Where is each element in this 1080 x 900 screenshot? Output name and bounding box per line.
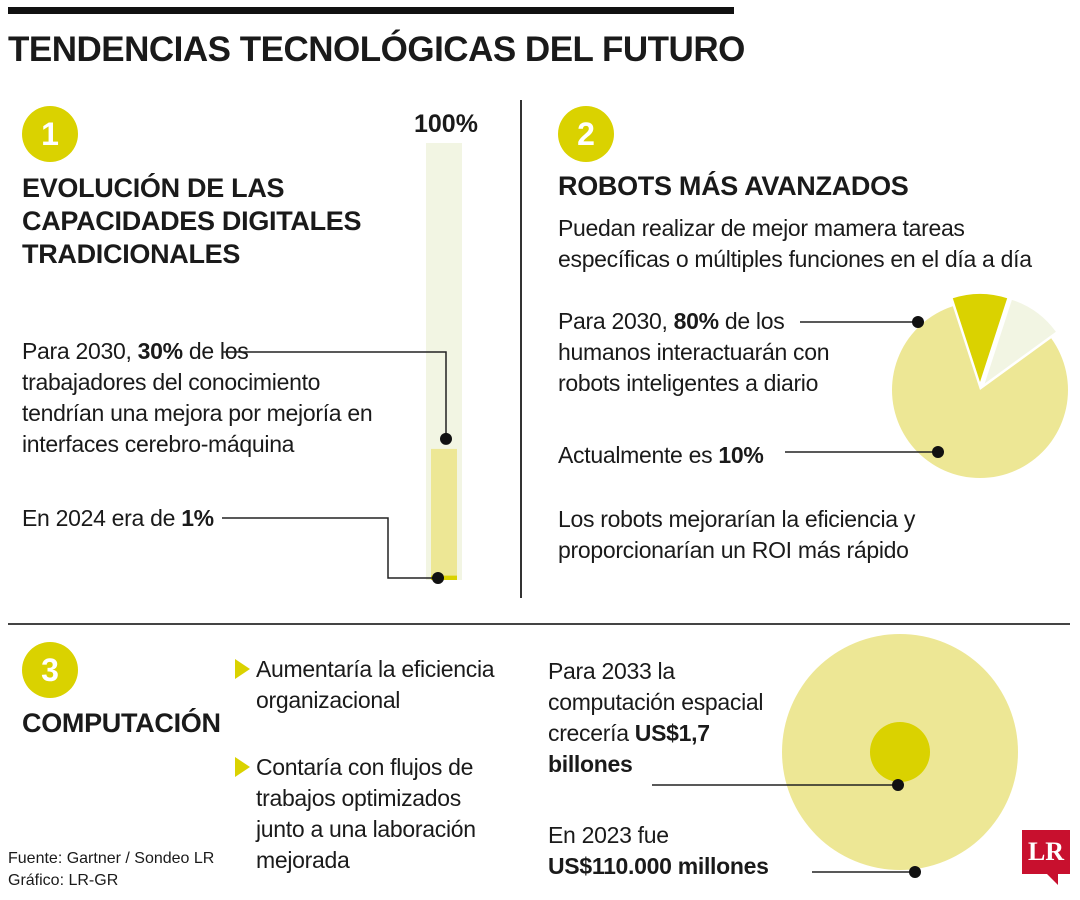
stat-value: 30% bbox=[137, 338, 183, 364]
stat-value: billones bbox=[548, 751, 633, 777]
horizontal-divider bbox=[8, 623, 1070, 625]
section-1-badge: 1 bbox=[22, 106, 78, 162]
section-3-heading: COMPUTACIÓN bbox=[22, 708, 221, 738]
stat-line: Para 2033 la bbox=[548, 658, 675, 684]
top-rule bbox=[8, 7, 734, 14]
section-3-bullet: Contaría con flujos de trabajos optimiza… bbox=[256, 752, 476, 876]
stat-line: computación espacial bbox=[548, 689, 764, 715]
circle-2023 bbox=[869, 721, 931, 783]
section-2-stat-current: Actualmente es 10% bbox=[558, 440, 764, 471]
stat-text: Actualmente es bbox=[558, 442, 719, 468]
section-2-heading: ROBOTS MÁS AVANZADOS bbox=[558, 171, 909, 201]
section-1-stat-2024: En 2024 era de 1% bbox=[22, 503, 214, 534]
stat-text: crecería bbox=[548, 720, 635, 746]
stat-line: robots inteligentes a diario bbox=[558, 370, 819, 396]
lr-logo: LR bbox=[1022, 830, 1070, 874]
stat-line: humanos interactuarán con bbox=[558, 339, 830, 365]
section-2-stat-2030: Para 2030, 80% de los humanos interactua… bbox=[558, 306, 830, 399]
leader-line-2030 bbox=[222, 351, 447, 439]
stat-value: US$110.000 millones bbox=[548, 853, 769, 879]
stat-text: Para 2030, bbox=[558, 308, 674, 334]
section-2-note: Los robots mejorarían la eficiencia y pr… bbox=[558, 504, 915, 566]
bar-2030 bbox=[431, 448, 457, 580]
stat-value: 80% bbox=[673, 308, 719, 334]
graphic-credit: Gráfico: LR-GR bbox=[8, 872, 119, 889]
note-line: Los robots mejorarían la eficiencia y bbox=[558, 506, 916, 532]
subtitle-line: Puedan realizar de mejor mamera tareas bbox=[558, 215, 965, 241]
stat-value: 10% bbox=[718, 442, 764, 468]
bar-2024 bbox=[431, 575, 457, 580]
bar-2024-marker bbox=[432, 572, 444, 584]
section-3-stat-2033: Para 2033 la computación espacial crecer… bbox=[548, 656, 763, 780]
bullet-arrow-icon bbox=[235, 757, 250, 777]
bullet-line: junto a una laboración bbox=[256, 816, 476, 842]
stat-text: Para 2030, bbox=[22, 338, 138, 364]
leader-line-2024 bbox=[222, 517, 438, 579]
pie-current-marker bbox=[932, 446, 944, 458]
note-line: proporcionarían un ROI más rápido bbox=[558, 537, 909, 563]
section-2-badge: 2 bbox=[558, 106, 614, 162]
vertical-divider bbox=[520, 100, 522, 598]
section-3-bullet: Aumentaría la eficiencia organizacional bbox=[256, 654, 495, 716]
section-3-badge: 3 bbox=[22, 642, 78, 698]
bullet-line: organizacional bbox=[256, 687, 401, 713]
bullet-line: Aumentaría la eficiencia bbox=[256, 656, 495, 682]
section-3-stat-2023: En 2023 fue US$110.000 millones bbox=[548, 820, 769, 882]
bullet-line: Contaría con flujos de bbox=[256, 754, 474, 780]
stat-line: interfaces cerebro-máquina bbox=[22, 431, 295, 457]
source-text: Fuente: Gartner / Sondeo LR bbox=[8, 850, 215, 867]
stat-value: US$1,7 bbox=[634, 720, 710, 746]
section-2-subtitle: Puedan realizar de mejor mamera tareas e… bbox=[558, 213, 1032, 275]
pie-2030-marker bbox=[912, 316, 924, 328]
lr-logo-tail bbox=[1046, 873, 1058, 885]
subtitle-line: específicas o múltiples funciones en el … bbox=[558, 246, 1032, 272]
section-1-heading: EVOLUCIÓN DE LAS CAPACIDADES DIGITALES T… bbox=[22, 172, 362, 271]
bullet-line: mejorada bbox=[256, 847, 350, 873]
bullet-line: trabajos optimizados bbox=[256, 785, 461, 811]
stat-text: de los bbox=[182, 338, 249, 364]
pie-slice-2030 bbox=[892, 306, 1068, 478]
section-1-heading-line: TRADICIONALES bbox=[22, 239, 241, 269]
stat-text: de los bbox=[718, 308, 785, 334]
circle-2033-marker bbox=[892, 779, 904, 791]
pie-slice-current bbox=[952, 294, 1008, 382]
section-1-heading-line: EVOLUCIÓN DE LAS bbox=[22, 173, 285, 203]
section-1-heading-line: CAPACIDADES DIGITALES bbox=[22, 206, 362, 236]
section-1-stat-2030: Para 2030, 30% de los trabajadores del c… bbox=[22, 336, 373, 460]
pie-slice-other bbox=[984, 299, 1056, 384]
bar-2030-marker bbox=[440, 432, 452, 445]
stat-line: trabajadores del conocimiento bbox=[22, 369, 321, 395]
circle-2023-marker bbox=[909, 866, 921, 878]
stat-line: tendrían una mejora por mejoría en bbox=[22, 400, 373, 426]
footer-credits: Fuente: Gartner / Sondeo LR Gráfico: LR-… bbox=[8, 848, 214, 892]
bullet-arrow-icon bbox=[235, 659, 250, 679]
stat-text: En 2024 era de bbox=[22, 505, 182, 531]
page-title: TENDENCIAS TECNOLÓGICAS DEL FUTURO bbox=[8, 30, 745, 69]
stat-line: En 2023 fue bbox=[548, 822, 669, 848]
bar-max-label: 100% bbox=[414, 110, 478, 138]
stat-value: 1% bbox=[181, 505, 214, 531]
